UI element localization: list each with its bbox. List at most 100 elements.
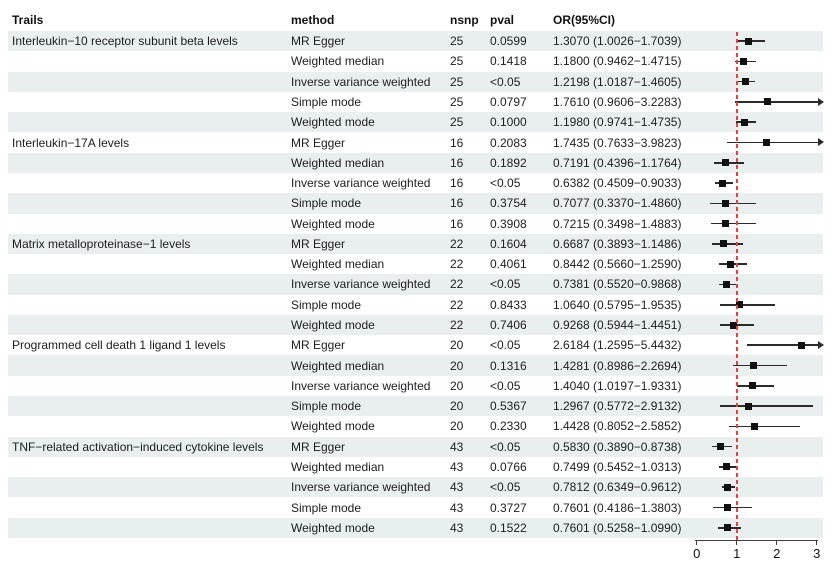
pval-value: 0.0599 — [490, 34, 527, 49]
column-header-pval: pval — [490, 13, 515, 27]
pval-value: 0.0797 — [490, 94, 527, 109]
pval-value: 0.3727 — [490, 500, 527, 515]
or-ci-value: 0.7381 (0.5520−0.9868) — [553, 277, 682, 292]
or-ci-value: 1.1980 (0.9741−1.4735) — [553, 115, 682, 130]
method-label: Simple mode — [291, 297, 362, 312]
nsnp-value: 20 — [450, 399, 464, 414]
or-ci-value: 0.6382 (0.4509−0.9033) — [553, 176, 682, 191]
method-label: MR Egger — [291, 236, 346, 251]
or-ci-value: 1.7435 (0.7633−3.9823) — [553, 135, 682, 150]
nsnp-value: 25 — [450, 94, 464, 109]
ci-line — [714, 161, 744, 164]
ci-line — [719, 303, 775, 306]
method-label: Simple mode — [291, 399, 362, 414]
method-label: Inverse variance weighted — [291, 480, 431, 495]
ci-line — [719, 405, 814, 407]
or-ci-value: 1.4281 (0.8986−2.2694) — [553, 358, 682, 373]
x-axis-tick-1 — [736, 540, 738, 545]
or-marker — [763, 98, 771, 106]
nsnp-value: 43 — [450, 480, 464, 495]
or-ci-value: 0.7077 (0.3370−1.4860) — [553, 196, 682, 211]
trait-label: Programmed cell death 1 ligand 1 levels — [12, 338, 226, 353]
table-row: Weighted median 22 0.4061 0.8442 (0.5660… — [8, 254, 823, 274]
or-ci-value: 1.2967 (0.5772−2.9132) — [553, 399, 682, 414]
method-label: Simple mode — [291, 94, 362, 109]
method-label: Inverse variance weighted — [291, 378, 431, 393]
table-row: Weighted mode 20 0.2330 1.4428 (0.8052−2… — [8, 416, 823, 436]
table-row: Weighted median 43 0.0766 0.7499 (0.5452… — [8, 457, 823, 477]
pval-value: 0.3908 — [490, 216, 527, 231]
method-label: Inverse variance weighted — [291, 277, 431, 292]
pval-value: 0.3754 — [490, 196, 527, 211]
trait-label: Matrix metalloproteinase−1 levels — [12, 236, 191, 251]
nsnp-value: 16 — [450, 135, 464, 150]
or-marker — [721, 199, 729, 207]
nsnp-value: 16 — [450, 216, 464, 231]
nsnp-value: 43 — [450, 460, 464, 474]
table-row: Programmed cell death 1 ligand 1 levels … — [8, 335, 824, 355]
or-marker — [730, 321, 738, 329]
pval-value: 0.5367 — [490, 399, 527, 414]
or-ci-value: 0.6687 (0.3893−1.1486) — [553, 236, 682, 251]
method-label: Weighted mode — [291, 216, 375, 231]
pval-value: 0.1522 — [490, 520, 527, 535]
or-marker — [722, 220, 730, 228]
table-row: TNF−related activation−induced cytokine … — [8, 436, 823, 457]
table-row: Weighted mode 16 0.3908 0.7215 (0.3498−1… — [8, 214, 823, 234]
or-ci-value: 1.1800 (0.9462−1.4715) — [553, 54, 682, 69]
x-axis-tick-label: 1 — [733, 546, 741, 561]
pval-value: 0.1316 — [490, 358, 527, 373]
pval-value: <0.05 — [490, 439, 521, 454]
nsnp-value: 22 — [450, 257, 464, 272]
or-marker — [741, 78, 749, 86]
pval-value: <0.05 — [490, 338, 521, 353]
or-ci-value: 1.4428 (0.8052−2.5852) — [553, 419, 682, 434]
column-header-trait: Trails — [12, 13, 44, 27]
table-row: Interleukin−17A levels MR Egger 16 0.208… — [8, 132, 824, 152]
table-row: Inverse variance weighted 16 <0.05 0.638… — [8, 173, 823, 193]
or-ci-value: 0.7812 (0.6349−0.9612) — [553, 480, 682, 495]
nsnp-value: 25 — [450, 115, 464, 130]
x-axis-tick-3 — [816, 540, 818, 545]
method-label: MR Egger — [291, 338, 346, 353]
nsnp-value: 22 — [450, 277, 464, 292]
ci-arrow-icon — [817, 97, 824, 106]
table-row: Weighted median 25 0.1418 1.1800 (0.9462… — [8, 51, 823, 71]
method-label: Simple mode — [291, 196, 362, 211]
method-label: Weighted median — [291, 460, 385, 474]
or-ci-value: 0.9268 (0.5944−1.4451) — [553, 318, 682, 333]
table-row: Weighted median 16 0.1892 0.7191 (0.4396… — [8, 152, 823, 173]
table-row: Simple mode 20 0.5367 1.2967 (0.5772−2.9… — [8, 396, 823, 417]
nsnp-value: 22 — [450, 297, 464, 312]
ci-line — [732, 364, 788, 367]
or-ci-value: 0.7601 (0.4186−1.3803) — [553, 500, 682, 515]
x-axis-tick-label: 2 — [773, 546, 781, 561]
pval-value: 0.2083 — [490, 135, 527, 150]
or-ci-value: 1.2198 (1.0187−1.4605) — [553, 74, 682, 89]
or-ci-value: 0.7499 (0.5452−1.0313) — [553, 460, 682, 474]
x-axis-line — [695, 540, 818, 542]
table-row: Weighted median 20 0.1316 1.4281 (0.8986… — [8, 355, 823, 376]
or-marker — [718, 179, 726, 187]
nsnp-value: 20 — [450, 338, 464, 353]
method-label: Weighted median — [291, 358, 385, 373]
or-ci-value: 0.5830 (0.3890−0.8738) — [553, 439, 682, 454]
method-label: Inverse variance weighted — [291, 176, 431, 191]
table-row: Interleukin−10 receptor subunit beta lev… — [8, 31, 823, 52]
or-marker — [722, 280, 730, 288]
method-label: Inverse variance weighted — [291, 74, 431, 89]
column-header-or-ci: OR(95%CI) — [553, 13, 616, 27]
or-marker — [723, 504, 731, 512]
table-row: Simple mode 22 0.8433 1.0640 (0.5795−1.9… — [8, 295, 823, 315]
pval-value: 0.0766 — [490, 460, 527, 474]
pval-value: <0.05 — [490, 480, 521, 495]
nsnp-value: 20 — [450, 358, 464, 373]
or-ci-value: 0.7601 (0.5258−1.0990) — [553, 520, 682, 535]
column-header-nsnp: nsnp — [450, 13, 479, 27]
x-axis-tick-label: 0 — [693, 546, 701, 561]
table-row: Weighted mode 25 0.1000 1.1980 (0.9741−1… — [8, 112, 823, 133]
nsnp-value: 43 — [450, 520, 464, 535]
x-axis-tick-2 — [776, 540, 778, 545]
table-row: Weighted mode 43 0.1522 0.7601 (0.5258−1… — [8, 517, 823, 538]
or-marker — [724, 483, 732, 491]
